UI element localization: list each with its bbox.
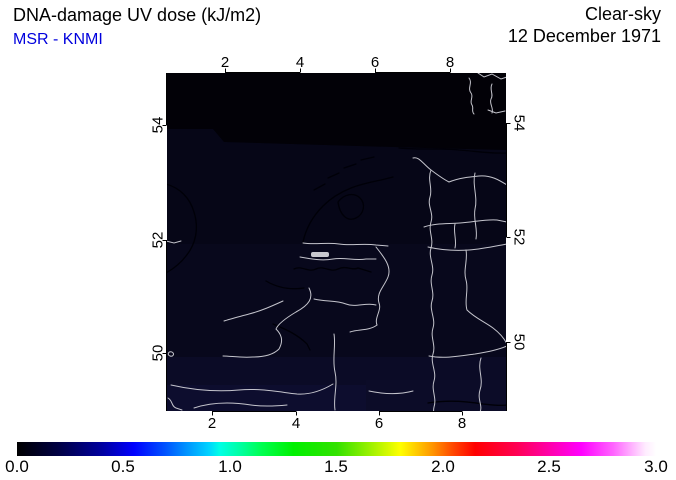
map-frame — [162, 68, 511, 416]
top-axis-tick-label: 6 — [370, 54, 380, 71]
right-axis-tick-label: 54 — [510, 114, 528, 132]
contour-lines — [166, 147, 507, 407]
top-axis-tick-label: 8 — [445, 54, 455, 71]
colorbar-tick-label: 0.5 — [111, 457, 135, 476]
bottom-axis-tick-label: 4 — [291, 415, 301, 432]
bright-patch — [311, 252, 329, 257]
page-title: DNA-damage UV dose (kJ/m2) — [13, 5, 262, 25]
right-axis-tick-label: 52 — [510, 228, 528, 246]
top-axis-tick-label: 4 — [295, 54, 305, 71]
colorbar-tick-label: 2.0 — [431, 457, 455, 476]
sky-condition-label: Clear-sky — [584, 4, 661, 24]
right-axis-tick-label: 50 — [510, 333, 528, 351]
colorbar-tick-label: 1.5 — [324, 457, 348, 476]
colorbar-tick-label: 1.0 — [218, 457, 242, 476]
left-axis-tick-label: 54 — [149, 116, 167, 134]
uv-map — [162, 68, 511, 416]
colorbar-tick-label: 0.0 — [5, 457, 29, 476]
bottom-axis-tick-label: 6 — [374, 415, 384, 432]
bottom-axis-tick-label: 8 — [457, 415, 467, 432]
dataset-label: MSR - KNMI — [13, 31, 103, 48]
map-canvas — [166, 72, 507, 412]
colorbar-tick-label: 2.5 — [537, 457, 561, 476]
left-axis-tick-label: 50 — [149, 344, 167, 362]
top-axis-tick-label: 2 — [220, 54, 230, 71]
bottom-axis-tick-label: 2 — [207, 415, 217, 432]
colorbar-tick-label: 3.0 — [644, 457, 668, 476]
left-axis-tick-label: 52 — [149, 231, 167, 249]
colorbar — [17, 442, 656, 456]
date-label: 12 December 1971 — [507, 26, 661, 46]
axis-ticks — [162, 68, 511, 416]
coastline-lines — [166, 72, 507, 412]
